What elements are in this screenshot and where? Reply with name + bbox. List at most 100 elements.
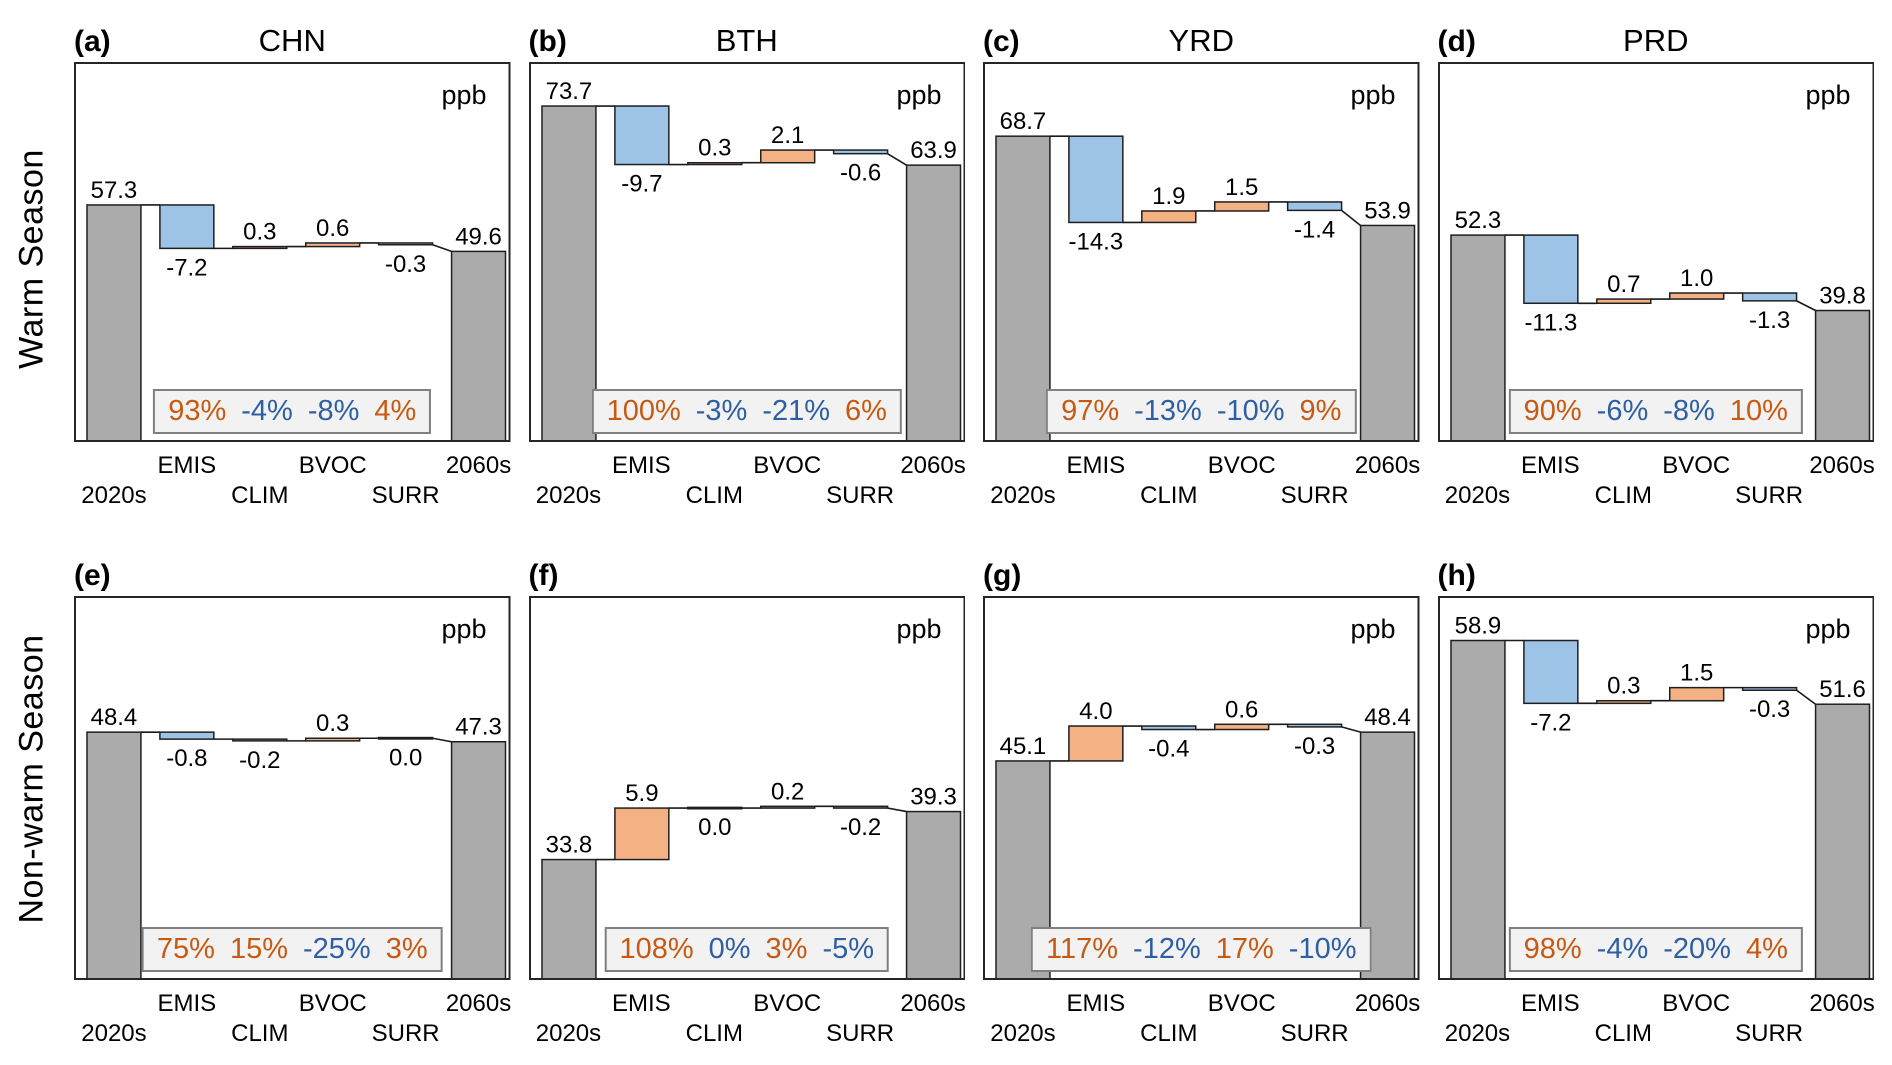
x-tick-label-bvoc: BVOC xyxy=(298,452,367,479)
percent-contribution-box: 98% -4% -20% 4% xyxy=(1508,927,1803,972)
percent-value: -8% xyxy=(1663,395,1715,428)
x-tick-label-clim: CLIM xyxy=(685,482,743,509)
plot-background xyxy=(528,596,965,980)
x-tick-label-bvoc: BVOC xyxy=(1207,990,1276,1017)
x-tick-label-2060s: 2060s xyxy=(445,990,512,1017)
plot-border xyxy=(528,62,965,442)
value-label-end: 39.3 xyxy=(910,784,957,811)
value-label-end: 63.9 xyxy=(910,137,957,164)
waterfall-plot: 73.7 -9.7 0.3 2.1 -0.6 63.9 ppb 100% -3% -21% 6% xyxy=(528,62,965,442)
unit-label: ppb xyxy=(896,80,941,110)
waterfall-plot: 33.8 5.9 0.0 0.2 -0.2 39.3 ppb 108% 0% 3% -5% xyxy=(528,596,965,980)
percent-contribution-box: 117% -12% 17% -10% xyxy=(1031,927,1372,972)
percent-contribution-box: 108% 0% 3% -5% xyxy=(604,927,890,972)
x-axis-labels: 2020s EMIS CLIM BVOC SURR 2060s xyxy=(529,442,966,512)
x-tick-label-2060s: 2060s xyxy=(445,452,512,479)
percent-contribution-box: 100% -3% -21% 6% xyxy=(591,389,902,434)
percent-value: 4% xyxy=(374,395,417,428)
percent-value: -20% xyxy=(1663,933,1731,966)
percent-value: -8% xyxy=(307,395,360,428)
percent-value: 17% xyxy=(1215,933,1274,966)
row-label-non-warm-season: Non-warm Season xyxy=(12,634,51,924)
bar-surr xyxy=(832,805,888,809)
value-label-start: 52.3 xyxy=(1454,207,1501,234)
percent-value: -25% xyxy=(302,933,371,966)
bar-2020s xyxy=(995,135,1051,442)
bar-2020s xyxy=(86,204,142,442)
bar-2020s xyxy=(1449,234,1506,442)
x-axis-labels: 2020s EMIS CLIM BVOC SURR 2060s xyxy=(983,980,1420,1047)
waterfall-plot: 52.3 -11.3 0.7 1.0 -1.3 39.8 ppb 90% -6% -8% 10% xyxy=(1437,62,1874,442)
x-tick-label-clim: CLIM xyxy=(1140,1020,1198,1047)
panel-header: (d) PRD xyxy=(1438,6,1875,62)
waterfall-svg: 68.7 -14.3 1.9 1.5 -1.4 53.9 ppb xyxy=(983,62,1420,442)
bar-emis xyxy=(1522,639,1579,705)
value-label-delta: -0.3 xyxy=(1294,733,1335,760)
x-tick-label-surr: SURR xyxy=(826,482,895,509)
value-label-delta: 5.9 xyxy=(625,780,658,807)
x-tick-label-surr: SURR xyxy=(826,1020,895,1047)
panel-e-chn: (e) 48.4 -0.8 -0.2 0.3 0.0 47.3 ppb 75% 15% -25%… xyxy=(74,512,512,1047)
percent-value: 117% xyxy=(1046,933,1119,966)
value-label-delta: -0.3 xyxy=(1748,696,1789,723)
panel-header: (f) xyxy=(529,512,966,596)
plot-border xyxy=(74,596,511,980)
value-label-end: 51.6 xyxy=(1819,676,1866,703)
percent-value: 15% xyxy=(229,933,288,966)
value-label-end: 49.6 xyxy=(455,223,502,250)
bar-surr xyxy=(377,242,434,246)
bar-clim xyxy=(1141,210,1197,224)
value-label-delta: -0.6 xyxy=(839,160,880,187)
x-tick-label-2020s: 2020s xyxy=(990,1020,1056,1047)
value-label-delta: -1.4 xyxy=(1294,216,1335,243)
panel-title: BTH xyxy=(715,23,778,58)
percent-value: -6% xyxy=(1596,395,1649,428)
value-label-delta: -0.8 xyxy=(166,745,207,772)
x-tick-label-surr: SURR xyxy=(1280,1020,1349,1047)
percent-value: -4% xyxy=(1596,933,1649,966)
value-label-end: 47.3 xyxy=(455,714,502,741)
value-label-delta: 1.9 xyxy=(1152,183,1185,210)
panel-letter: (e) xyxy=(74,559,111,592)
x-axis-labels: 2020s EMIS CLIM BVOC SURR 2060s xyxy=(983,442,1420,512)
warm-season-row: Warm Season (a) CHN 57.3 -7.2 0.3 0.6 -0.3 49… xyxy=(0,0,1892,512)
percent-value: -5% xyxy=(822,933,875,966)
panel-g-yrd: (g) 45.1 4.0 -0.4 0.6 -0.3 48.4 ppb 117% -12% 17… xyxy=(983,512,1420,1047)
percent-value: -13% xyxy=(1134,395,1202,428)
x-tick-label-clim: CLIM xyxy=(1140,482,1198,509)
panel-letter: (h) xyxy=(1437,559,1476,592)
value-label-delta: -11.3 xyxy=(1524,309,1577,336)
bar-emis xyxy=(159,731,215,740)
bar-2060s xyxy=(450,250,507,442)
panel-letter: (f) xyxy=(528,559,559,592)
value-label-delta: 1.5 xyxy=(1680,660,1713,687)
percent-value: 97% xyxy=(1061,395,1120,428)
x-tick-label-2060s: 2060s xyxy=(900,452,966,479)
x-tick-label-clim: CLIM xyxy=(231,1020,289,1047)
waterfall-plot: 68.7 -14.3 1.9 1.5 -1.4 53.9 ppb 97% -13% -10% 9% xyxy=(983,62,1420,442)
unit-label: ppb xyxy=(1351,614,1396,644)
panel-a-chn: (a) CHN 57.3 -7.2 0.3 0.6 -0.3 49.6 ppb 93% -4%… xyxy=(74,6,511,512)
plot-border xyxy=(74,62,511,442)
unit-label: ppb xyxy=(1805,80,1850,110)
panel-letter: (a) xyxy=(74,25,111,58)
bar-clim xyxy=(1141,725,1197,731)
plot-border xyxy=(528,596,965,980)
percent-value: 4% xyxy=(1745,933,1788,966)
value-label-delta: -9.7 xyxy=(621,171,662,198)
waterfall-svg: 58.9 -7.2 0.3 1.5 -0.3 51.6 ppb xyxy=(1437,596,1874,980)
x-tick-label-bvoc: BVOC xyxy=(1662,990,1731,1017)
x-tick-label-surr: SURR xyxy=(1735,482,1804,509)
x-tick-label-2020s: 2020s xyxy=(1444,482,1511,509)
x-tick-label-bvoc: BVOC xyxy=(753,452,822,479)
plot-background xyxy=(1437,62,1874,442)
bar-bvoc xyxy=(1213,723,1270,731)
bar-bvoc xyxy=(1668,292,1724,300)
percent-value: -4% xyxy=(241,395,293,428)
percent-value: 10% xyxy=(1729,395,1788,428)
value-label-delta: -7.2 xyxy=(1530,709,1571,736)
value-label-start: 57.3 xyxy=(91,177,138,204)
x-axis-labels: 2020s EMIS CLIM BVOC SURR 2060s xyxy=(74,980,512,1047)
x-tick-label-emis: EMIS xyxy=(612,990,671,1017)
unit-label: ppb xyxy=(1351,80,1396,110)
